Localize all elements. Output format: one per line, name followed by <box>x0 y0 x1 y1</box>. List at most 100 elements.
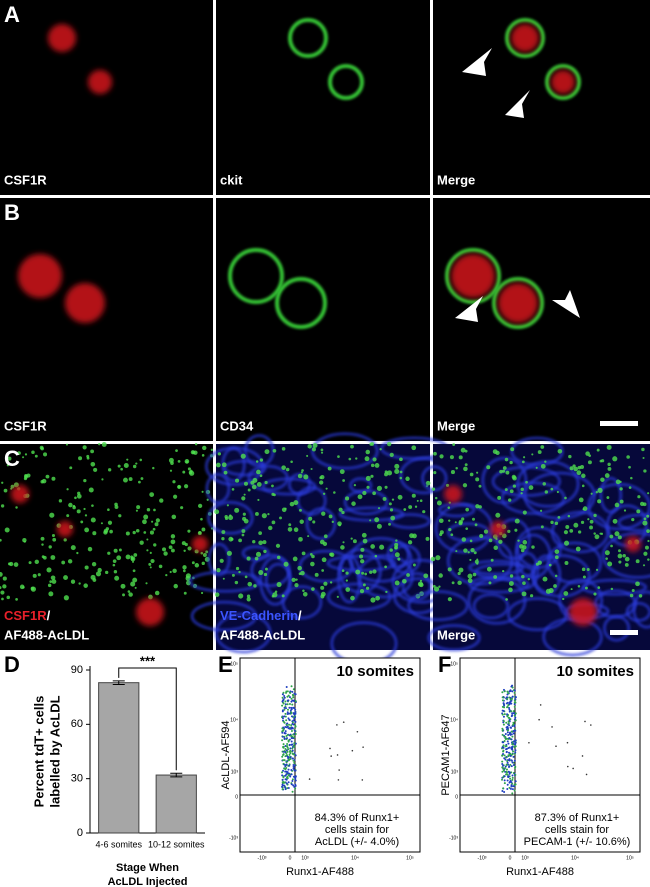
cell-outline <box>288 18 328 58</box>
cell-event <box>506 715 509 718</box>
speckle <box>365 449 371 455</box>
speckle <box>17 451 21 455</box>
speckle <box>84 565 89 570</box>
speckle <box>295 578 298 581</box>
speckle <box>419 579 423 582</box>
speckle <box>345 496 350 501</box>
speckle <box>19 584 25 590</box>
cell-event <box>510 765 513 768</box>
speckle <box>425 480 431 486</box>
cell-event <box>501 760 504 763</box>
speckle <box>158 564 163 569</box>
cell-event <box>285 724 288 727</box>
speckle <box>187 467 191 471</box>
speckle <box>433 451 437 456</box>
cell-event <box>284 751 287 754</box>
speckle <box>509 460 513 465</box>
cell-event <box>329 747 331 750</box>
speckle <box>647 539 650 543</box>
speckle <box>604 550 610 556</box>
speckle <box>328 514 333 519</box>
cell-event <box>509 777 512 780</box>
micrographs <box>0 0 650 666</box>
speckle <box>200 551 204 555</box>
speckle <box>101 478 104 481</box>
cell-event <box>513 766 516 769</box>
vessel <box>599 476 623 514</box>
channel-label: Merge <box>437 418 475 433</box>
speckle <box>338 507 343 512</box>
cell-event <box>288 718 291 721</box>
y-tick-label: 0 <box>235 794 238 800</box>
cell-event <box>502 720 505 723</box>
speckle <box>180 506 184 510</box>
cell-event <box>286 754 289 757</box>
speckle <box>246 594 251 598</box>
cell-event <box>290 715 293 718</box>
cell-event <box>508 716 511 719</box>
speckle <box>520 487 524 491</box>
cell-event <box>514 719 517 722</box>
speckle <box>353 484 357 487</box>
speckle <box>127 590 131 593</box>
cell-event <box>506 713 509 716</box>
speckle <box>322 492 326 495</box>
speckle <box>447 597 452 602</box>
speckle <box>86 454 90 458</box>
speckle <box>573 522 579 528</box>
cell-event <box>502 709 505 712</box>
x-tick-label: -10³ <box>258 855 267 861</box>
cell-event <box>551 726 553 728</box>
cell-event <box>289 709 292 712</box>
speckle <box>272 448 277 453</box>
speckle <box>610 587 614 591</box>
speckle <box>362 538 368 544</box>
significance-label: *** <box>140 653 156 668</box>
speckle <box>374 517 380 523</box>
result-note: 84.3% of Runx1+ <box>315 812 400 824</box>
cell-event <box>286 755 289 758</box>
speckle <box>434 496 438 500</box>
cell-event <box>512 750 515 753</box>
cell-event <box>503 757 506 760</box>
cell-event <box>505 721 508 724</box>
speckle <box>247 581 253 587</box>
speckle <box>593 592 597 596</box>
speckle <box>438 518 444 524</box>
cell <box>18 254 62 298</box>
speckle <box>13 562 19 567</box>
speckle <box>303 474 309 480</box>
speckle <box>369 519 372 522</box>
y-axis-label: PECAM1-AF647 <box>440 714 452 795</box>
speckle <box>169 469 173 472</box>
speckle <box>557 448 563 454</box>
speckle <box>268 525 273 531</box>
speckle <box>130 581 136 587</box>
speckle <box>339 469 345 475</box>
vessel <box>305 507 337 541</box>
y-tick-label: 10⁵ <box>450 661 458 667</box>
speckle <box>557 515 561 519</box>
speckle <box>155 518 160 523</box>
speckle <box>351 501 356 506</box>
speckle <box>544 490 549 494</box>
speckle <box>493 575 498 579</box>
x-tick-label: 10-12 somites <box>148 839 205 849</box>
cell <box>11 485 29 503</box>
speckle <box>617 535 622 540</box>
cell-event <box>286 699 289 702</box>
cell-event <box>508 771 511 774</box>
cell-event <box>504 767 507 770</box>
speckle <box>585 451 590 456</box>
speckle <box>175 449 178 453</box>
speckle <box>320 591 326 597</box>
speckle <box>171 514 177 520</box>
speckle <box>221 530 226 534</box>
speckle <box>638 594 643 598</box>
speckle <box>49 512 55 518</box>
speckle <box>301 469 304 472</box>
speckle <box>263 549 267 554</box>
cell-event <box>284 755 287 758</box>
speckle <box>83 478 87 483</box>
speckle <box>411 493 416 498</box>
